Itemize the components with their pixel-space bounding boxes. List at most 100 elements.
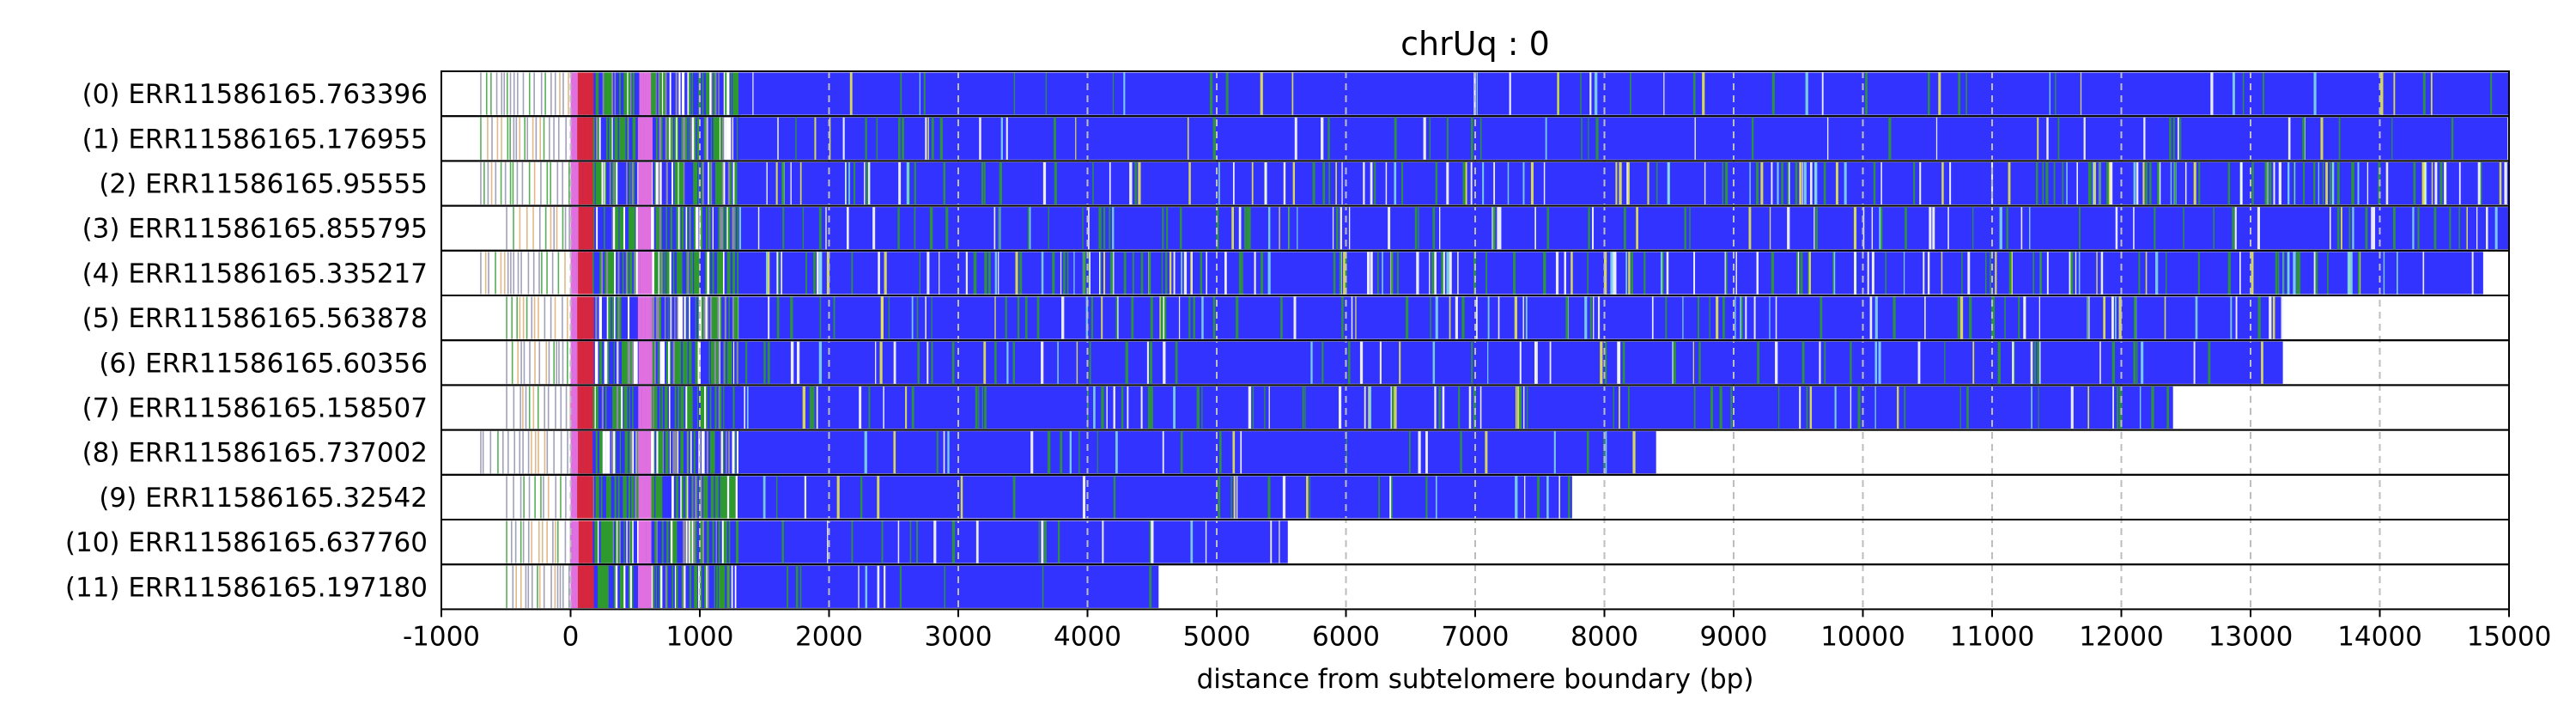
boundary-stripe (643, 117, 646, 160)
variant-stripe (1801, 341, 1805, 384)
boundary-stripe (574, 431, 577, 474)
boundary-stripe (687, 476, 690, 519)
boundary-stripe (728, 252, 732, 295)
boundary-stripe (663, 161, 666, 205)
boundary-stripe (574, 72, 576, 115)
boundary-stripe (625, 386, 629, 429)
boundary-stripe (657, 296, 660, 339)
boundary-stripe (721, 161, 725, 205)
variant-stripe (1623, 207, 1626, 250)
boundary-stripe (574, 207, 576, 250)
variant-stripe (1814, 161, 1818, 205)
variant-stripe (1302, 386, 1304, 429)
boundary-stripe (708, 520, 712, 563)
variant-stripe (1441, 252, 1444, 295)
variant-stripe (1523, 386, 1525, 429)
subtelomere-stripe (562, 341, 564, 384)
subtelomere-stripe (527, 252, 530, 295)
boundary-stripe (606, 431, 610, 474)
boundary-stripe (650, 296, 653, 339)
boundary-stripe (624, 341, 627, 384)
variant-stripe (1722, 296, 1725, 339)
boundary-stripe (729, 72, 732, 115)
boundary-stripe (683, 161, 686, 205)
variant-stripe (1834, 386, 1837, 429)
boundary-stripe (594, 520, 597, 563)
subtelomere-stripe (522, 386, 524, 429)
boundary-stripe (603, 296, 606, 339)
boundary-stripe (688, 207, 690, 250)
variant-stripe (1438, 386, 1441, 429)
boundary-stripe (576, 252, 580, 295)
boundary-stripe (725, 72, 727, 115)
variant-stripe (2145, 252, 2148, 295)
boundary-stripe (646, 161, 648, 205)
variant-stripe (1432, 207, 1436, 250)
boundary-stripe (657, 207, 659, 250)
boundary-stripe (586, 565, 588, 608)
variant-stripe (2320, 117, 2324, 160)
variant-stripe (1871, 252, 1874, 295)
subtelomere-stripe (506, 72, 508, 115)
variant-stripe (2315, 252, 2318, 295)
variant-stripe (1627, 161, 1630, 205)
boundary-stripe (730, 386, 732, 429)
boundary-stripe (605, 207, 608, 250)
boundary-stripe (605, 72, 609, 115)
boundary-stripe (672, 161, 676, 205)
variant-stripe (931, 341, 933, 384)
variant-stripe (2281, 296, 2284, 339)
boundary-stripe (615, 296, 618, 339)
boundary-stripe (595, 386, 598, 429)
boundary-stripe (610, 565, 613, 608)
subtelomere-stripe (511, 341, 513, 384)
boundary-stripe (628, 117, 630, 160)
variant-stripe (1801, 161, 1803, 205)
variant-stripe (865, 117, 867, 160)
variant-stripe (2417, 207, 2420, 250)
variant-stripe (1396, 252, 1399, 295)
variant-stripe (975, 386, 978, 429)
boundary-stripe (703, 72, 706, 115)
boundary-stripe (706, 207, 708, 250)
variant-stripe (999, 207, 1000, 250)
boundary-stripe (691, 476, 694, 519)
boundary-stripe (592, 252, 595, 295)
variant-stripe (2018, 296, 2020, 339)
boundary-stripe (678, 72, 681, 115)
boundary-stripe (671, 296, 673, 339)
boundary-stripe (677, 565, 680, 608)
boundary-stripe (665, 207, 668, 250)
boundary-stripe (733, 476, 737, 519)
boundary-stripe (599, 161, 603, 205)
subtelomere-stripe (519, 565, 522, 608)
variant-stripe (1693, 252, 1696, 295)
boundary-stripe (665, 476, 668, 519)
x-tick-label: 6000 (1312, 621, 1380, 652)
boundary-stripe (628, 72, 630, 115)
variant-stripe (1965, 72, 1967, 115)
boundary-stripe (717, 252, 720, 295)
variant-stripe (1636, 207, 1638, 250)
variant-stripe (2172, 117, 2175, 160)
variant-stripe (1267, 476, 1271, 519)
variant-stripe (1268, 386, 1270, 429)
boundary-stripe (598, 520, 600, 563)
variant-stripe (1260, 72, 1263, 115)
variant-stripe (2325, 161, 2328, 205)
variant-stripe (2293, 161, 2296, 205)
boundary-stripe (680, 520, 683, 563)
read-label: (2) ERR11586165.95555 (99, 169, 428, 200)
boundary-stripe (690, 431, 693, 474)
boundary-stripe (718, 565, 721, 608)
boundary-stripe (672, 341, 675, 384)
variant-stripe (1824, 341, 1826, 384)
variant-stripe (762, 476, 766, 519)
subtelomere-stripe (500, 161, 502, 205)
subtelomere-stripe (541, 520, 544, 563)
boundary-stripe (666, 520, 669, 563)
boundary-stripe (687, 565, 690, 608)
boundary-stripe (689, 72, 691, 115)
boundary-stripe (709, 386, 713, 429)
variant-stripe (1966, 386, 1969, 429)
